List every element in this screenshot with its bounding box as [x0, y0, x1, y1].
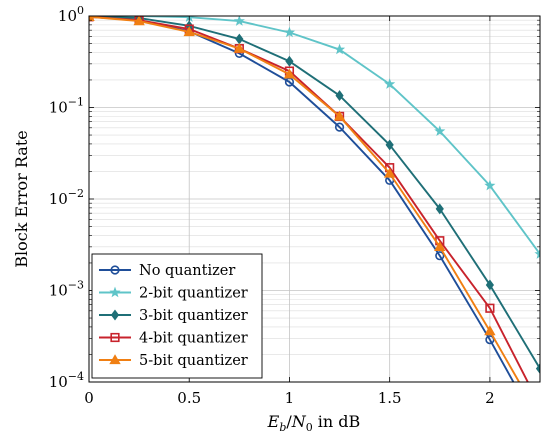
- data-point: [485, 303, 495, 313]
- data-point: [385, 139, 394, 151]
- legend-entry: 2-bit quantizer: [99, 286, 248, 302]
- legend-entry: 4-bit quantizer: [99, 331, 248, 347]
- x-tick-label: 1.5: [378, 389, 402, 407]
- x-tick-labels: 0 0.5 1 1.5 2: [84, 389, 494, 407]
- series-2: [89, 16, 540, 259]
- data-point: [384, 78, 396, 89]
- x-tick-label: 0: [84, 389, 94, 407]
- data-point: [233, 42, 246, 53]
- legend-marker: [109, 354, 121, 365]
- x-axis-label-e: E: [267, 412, 280, 431]
- series-layer: [89, 16, 545, 434]
- x-axis-label-b: b: [279, 421, 286, 434]
- data-point: [235, 33, 244, 45]
- data-point: [536, 426, 544, 434]
- legend-marker: [110, 265, 120, 275]
- legend-label: 2-bit quantizer: [139, 286, 248, 302]
- legend-entry: 5-bit quantizer: [99, 353, 248, 369]
- data-point: [484, 179, 496, 191]
- data-point: [133, 16, 145, 26]
- data-point: [383, 167, 396, 178]
- series-line: [89, 16, 529, 382]
- x-tick-label: 1: [285, 389, 295, 407]
- data-point: [434, 241, 446, 251]
- x-axis-label-zero: 0: [306, 421, 313, 434]
- data-point: [534, 248, 540, 259]
- x-axis-label-n: N: [291, 412, 307, 431]
- y-tick-labels: 100 10−1 10−2 10−3 10−4: [49, 4, 84, 391]
- y-tick-label: 100: [58, 4, 84, 25]
- data-point: [435, 251, 445, 261]
- data-point: [285, 55, 294, 67]
- data-point: [535, 363, 540, 375]
- data-point: [333, 110, 346, 121]
- y-tick-label: 10−4: [49, 370, 84, 391]
- x-axis-label-slash: /: [286, 412, 292, 431]
- data-point: [485, 335, 495, 345]
- axis-ticks: [88, 15, 540, 383]
- legend: No quantizer 2-bit quantizer 3-bit quantiz…: [91, 253, 263, 379]
- legend-label: 3-bit quantizer: [139, 308, 248, 324]
- x-axis-label-text: in dB: [318, 412, 361, 431]
- series-line: [89, 16, 540, 370]
- legend-marker: [109, 286, 121, 298]
- y-axis-label: Block Error Rate: [12, 130, 31, 267]
- x-axis-label: Eb/N0 in dB: [267, 412, 361, 434]
- x-tick-label: 0.5: [177, 389, 201, 407]
- data-point: [435, 203, 444, 215]
- data-point: [283, 26, 296, 38]
- data-point: [536, 402, 544, 410]
- data-point: [334, 122, 345, 132]
- y-tick-label: 10−3: [49, 279, 84, 300]
- legend-box: [91, 253, 263, 379]
- legend-label: 5-bit quantizer: [139, 353, 248, 369]
- legend-entry: No quantizer: [99, 263, 235, 279]
- y-tick-label: 10−1: [49, 96, 84, 117]
- data-point: [233, 16, 245, 26]
- data-point: [535, 413, 545, 422]
- data-point: [333, 43, 346, 55]
- legend-entry: 3-bit quantizer: [99, 308, 248, 324]
- data-point: [335, 90, 344, 102]
- series-line: [89, 16, 521, 382]
- data-point: [434, 125, 446, 136]
- series-line: [89, 16, 540, 255]
- data-point: [484, 325, 496, 336]
- legend-marker: [110, 309, 120, 321]
- legend-label: 4-bit quantizer: [139, 331, 248, 347]
- y-tick-label: 10−2: [49, 187, 84, 208]
- legend-marker: [110, 332, 120, 343]
- legend-label: No quantizer: [139, 263, 235, 279]
- x-tick-label: 2: [485, 389, 495, 407]
- data-point: [183, 26, 195, 37]
- data-point: [283, 68, 296, 79]
- data-point: [485, 279, 494, 291]
